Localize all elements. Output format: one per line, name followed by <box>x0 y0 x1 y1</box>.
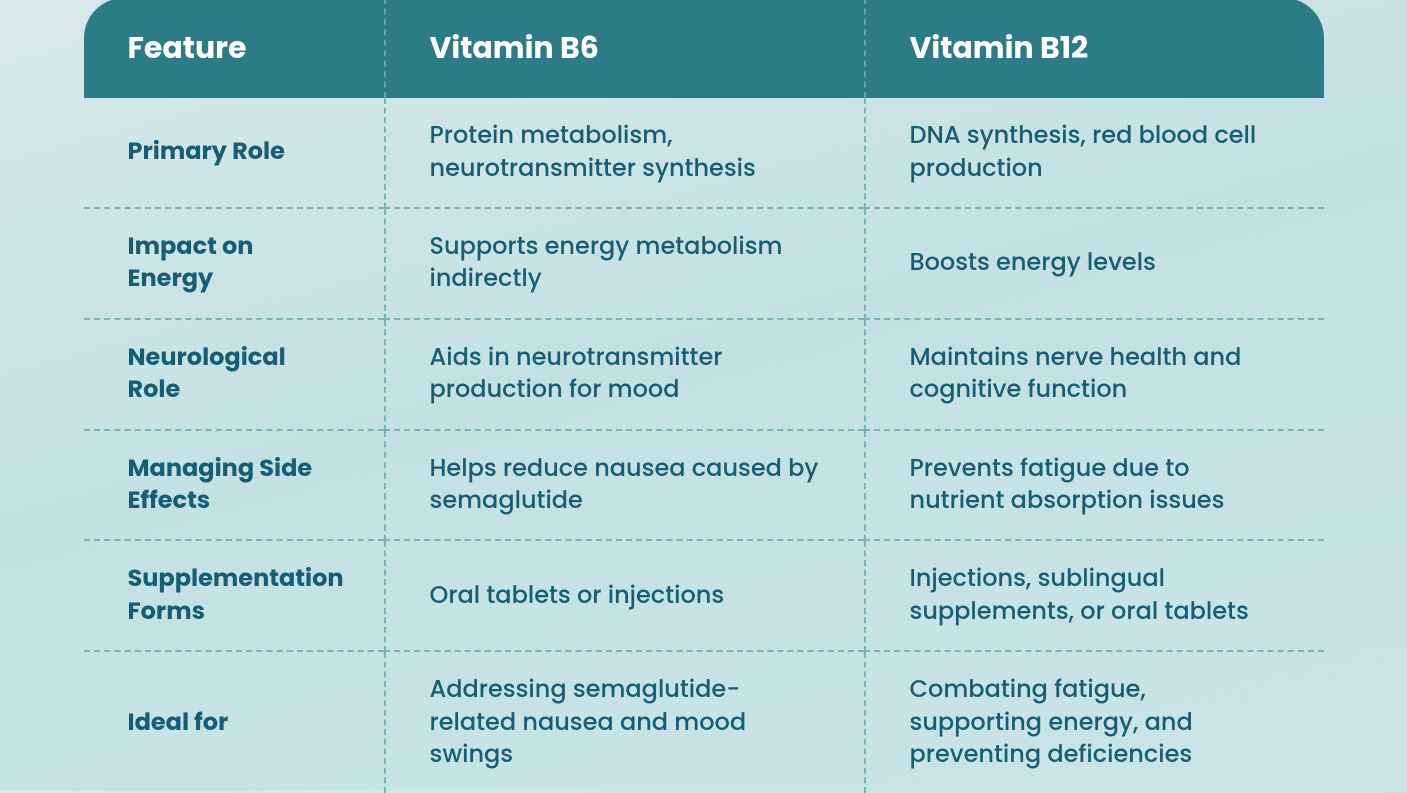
b6-value: Helps reduce nausea caused by semaglutid… <box>384 431 864 542</box>
feature-label: Managing Side Effects <box>84 431 384 542</box>
feature-label: Supplementation Forms <box>84 541 384 652</box>
feature-label: Primary Role <box>84 98 384 209</box>
b12-value: Combating fatigue, supporting energy, an… <box>864 652 1324 793</box>
feature-label: Ideal for <box>84 652 384 793</box>
b12-value: Boosts energy levels <box>864 209 1324 320</box>
table-row: Supplementation Forms Oral tablets or in… <box>84 541 1324 652</box>
b12-value: Maintains nerve health and cognitive fun… <box>864 320 1324 431</box>
feature-label: Impact on Energy <box>84 209 384 320</box>
table-row: Neurological Role Aids in neurotransmitt… <box>84 320 1324 431</box>
table-header-row: Feature Vitamin B6 Vitamin B12 <box>84 0 1324 98</box>
column-header-b6: Vitamin B6 <box>384 0 864 98</box>
b6-value: Addressing semaglutide-related nausea an… <box>384 652 864 793</box>
table-row: Managing Side Effects Helps reduce nause… <box>84 431 1324 542</box>
table-row: Ideal for Addressing semaglutide-related… <box>84 652 1324 793</box>
column-header-b12: Vitamin B12 <box>864 0 1324 98</box>
column-header-feature: Feature <box>84 0 384 98</box>
comparison-table: Feature Vitamin B6 Vitamin B12 Primary R… <box>84 0 1324 793</box>
table-row: Primary Role Protein metabolism, neurotr… <box>84 98 1324 209</box>
b6-value: Aids in neurotransmitter production for … <box>384 320 864 431</box>
table-row: Impact on Energy Supports energy metabol… <box>84 209 1324 320</box>
b12-value: DNA synthesis, red blood cell production <box>864 98 1324 209</box>
b12-value: Prevents fatigue due to nutrient absorpt… <box>864 431 1324 542</box>
feature-label: Neurological Role <box>84 320 384 431</box>
b6-value: Oral tablets or injections <box>384 541 864 652</box>
b12-value: Injections, sublingual supplements, or o… <box>864 541 1324 652</box>
b6-value: Protein metabolism, neurotransmitter syn… <box>384 98 864 209</box>
b6-value: Supports energy metabolism indirectly <box>384 209 864 320</box>
